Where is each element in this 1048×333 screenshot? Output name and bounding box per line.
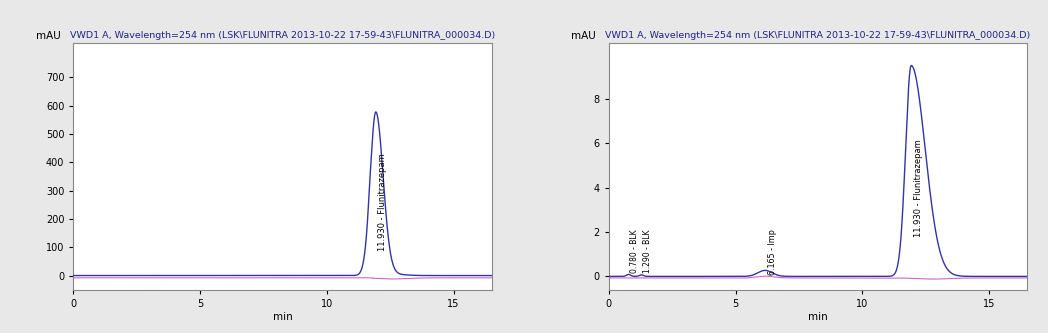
Text: mAU: mAU bbox=[36, 31, 61, 41]
Text: 11.930 - Flunitrazepam: 11.930 - Flunitrazepam bbox=[914, 139, 922, 237]
Title: VWD1 A, Wavelength=254 nm (LSK\FLUNITRA 2013-10-22 17-59-43\FLUNITRA_000034.D): VWD1 A, Wavelength=254 nm (LSK\FLUNITRA … bbox=[606, 31, 1030, 40]
Text: 0.780 - BLK: 0.780 - BLK bbox=[630, 229, 639, 273]
Text: 11.930 - Flunitrazepam: 11.930 - Flunitrazepam bbox=[378, 154, 388, 251]
Text: mAU: mAU bbox=[571, 31, 596, 41]
X-axis label: min: min bbox=[808, 311, 828, 322]
Text: 1.290 - BLK: 1.290 - BLK bbox=[642, 229, 652, 273]
X-axis label: min: min bbox=[272, 311, 292, 322]
Text: 6.165 - Imp: 6.165 - Imp bbox=[767, 229, 777, 275]
Title: VWD1 A, Wavelength=254 nm (LSK\FLUNITRA 2013-10-22 17-59-43\FLUNITRA_000034.D): VWD1 A, Wavelength=254 nm (LSK\FLUNITRA … bbox=[70, 31, 495, 40]
